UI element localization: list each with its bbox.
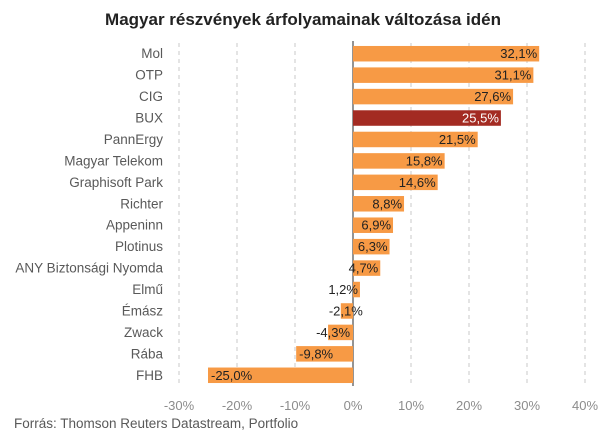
bar (353, 217, 394, 233)
bar (353, 153, 445, 169)
category-label: Plotinus (115, 239, 163, 254)
data-label: 8,8% (372, 196, 402, 211)
x-tick-label: 0% (344, 398, 363, 413)
x-tick-label: 10% (398, 398, 424, 413)
category-label: Zwack (124, 325, 163, 340)
x-tick-label: 40% (572, 398, 598, 413)
bar (353, 45, 540, 62)
category-label: Elmű (132, 282, 163, 297)
data-label: 15,8% (406, 153, 443, 168)
bar (353, 281, 360, 298)
data-label: 27,6% (474, 89, 511, 104)
category-label: CIG (139, 89, 163, 104)
data-label: -2,1% (329, 303, 363, 318)
category-label: OTP (135, 68, 163, 83)
data-label: 14,6% (399, 175, 436, 190)
bar (353, 260, 381, 276)
data-label: 4,7% (349, 261, 379, 276)
category-label: Magyar Telekom (64, 153, 163, 168)
bar (353, 174, 438, 191)
category-label: Rába (131, 346, 164, 361)
x-tick-label: -20% (222, 398, 253, 413)
bar (208, 367, 353, 384)
x-tick-label: -10% (280, 398, 311, 413)
x-tick-label: 20% (456, 398, 482, 413)
data-label: 6,3% (358, 239, 388, 254)
category-label: Mol (141, 46, 163, 61)
category-label: PannErgy (104, 132, 164, 147)
category-label: BUX (135, 111, 163, 126)
x-tick-label: 30% (514, 398, 540, 413)
category-label: Appeninn (106, 218, 163, 233)
bar (296, 346, 353, 362)
bar (353, 110, 501, 126)
chart-title: Magyar részvények árfolyamainak változás… (105, 10, 501, 29)
category-label: ANY Biztonsági Nyomda (15, 261, 163, 276)
bar (328, 324, 353, 341)
data-label: 32,1% (500, 46, 537, 61)
x-tick-labels: -30% -20% -10% 0% 10% 20% 30% 40% (164, 398, 599, 413)
category-labels: Mol OTP CIG BUX PannErgy Magyar Telekom Graphi… (15, 46, 163, 383)
bar (340, 303, 353, 319)
bar (353, 131, 478, 148)
category-label: FHB (136, 368, 163, 383)
bar (353, 67, 534, 83)
data-label: 25,5% (462, 111, 499, 126)
category-label: Richter (120, 196, 163, 211)
data-label: 31,1% (495, 68, 532, 83)
category-label: Graphisoft Park (69, 175, 163, 190)
source-note: Forrás: Thomson Reuters Datastream, Port… (14, 416, 299, 431)
data-label: -4,3% (316, 325, 350, 340)
bar (353, 196, 405, 212)
data-label: 21,5% (439, 132, 476, 147)
bar (353, 238, 390, 255)
data-labels: 32,1% 31,1% 27,6% 25,5% 21,5% 15,8% 14,6% 8,8% 6… (211, 46, 538, 383)
x-tick-label: -30% (164, 398, 195, 413)
bars (208, 45, 540, 384)
data-label: 1,2% (328, 282, 358, 297)
bar (353, 88, 514, 105)
data-label: -9,8% (299, 346, 333, 361)
data-label: -25,0% (211, 368, 253, 383)
data-label: 6,9% (361, 218, 391, 233)
category-label: Émász (122, 303, 164, 318)
